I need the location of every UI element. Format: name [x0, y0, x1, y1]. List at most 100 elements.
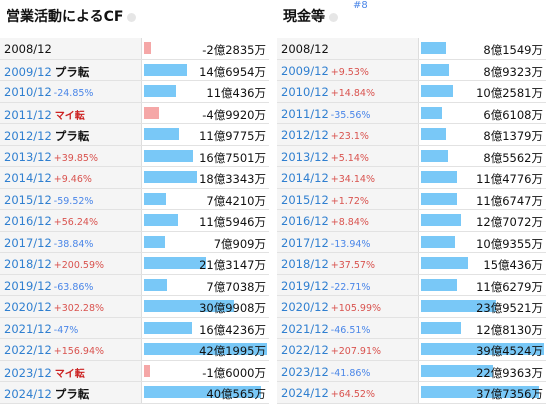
- amount-value: 10億2581万: [476, 86, 543, 100]
- value-bar: [421, 278, 458, 291]
- year-cell: 2014/12 +34.14%: [277, 167, 419, 188]
- table-row: 2020/12 +302.28% 30億9908万: [0, 296, 269, 318]
- turn-tag: マイ転: [54, 368, 85, 380]
- fiscal-year: 2010/12 -24.85%: [4, 85, 93, 99]
- amount-value: 8億5562万: [483, 150, 543, 165]
- circle-icon: [127, 12, 137, 22]
- year-cell: 2008/12: [277, 38, 419, 59]
- amount-value: 11億4776万: [476, 172, 543, 186]
- year-cell: 2011/12 マイ転: [0, 102, 142, 123]
- fiscal-year: 2016/12 +8.84%: [281, 214, 369, 228]
- year-label: 2020/12: [4, 300, 52, 314]
- negative-bar: [144, 106, 159, 119]
- amount-value: 11億9775万: [199, 129, 266, 143]
- amount-value: 14億6954万: [199, 64, 266, 79]
- value-bar: [421, 192, 458, 205]
- circle-icon: [329, 12, 338, 22]
- year-label: 2022/12: [4, 343, 52, 357]
- year-label: 2017/12: [4, 235, 52, 250]
- year-label: 2023/12: [4, 365, 52, 380]
- change-rate: -59.52%: [53, 195, 94, 207]
- year-cell: 2013/12 +5.14%: [277, 145, 419, 166]
- year-cell: 2019/12 -22.71%: [277, 274, 419, 295]
- table-row: 2017/12 -13.94% 10億9355万: [277, 231, 546, 253]
- year-cell: 2010/12 -24.85%: [0, 81, 142, 102]
- year-cell: 2023/12 -41.86%: [277, 360, 419, 381]
- year-cell: 2008/12: [0, 38, 142, 59]
- turn-tag: プラ転: [54, 129, 90, 143]
- operating-cf-panel: 営業活動によるCF 2008/12 -2億2835万 2009/12 プラ転 14億69…: [0, 0, 269, 404]
- table-row: 2022/12 +156.94% 42億1995万: [0, 339, 269, 361]
- value-bar: [144, 278, 167, 291]
- amount-value: 11億6747万: [476, 193, 543, 208]
- ref-link[interactable]: #8: [353, 0, 368, 11]
- change-rate: +14.84%: [330, 88, 375, 99]
- year-cell: 2021/12 -47%: [0, 317, 142, 338]
- amount-value: 40億565万: [206, 387, 266, 401]
- fiscal-year: 2017/12 -13.94%: [281, 236, 370, 250]
- table-row: 2023/12 マイ転 -1億6000万: [0, 360, 269, 382]
- data-rows: 2008/12 8億1549万 2009/12 +9.53% 8億9323万 2010/1…: [277, 38, 546, 404]
- table-row: 2021/12 -46.51% 12億8130万: [277, 317, 546, 339]
- value-bar: [144, 149, 193, 162]
- year-label: 2014/12: [281, 171, 329, 185]
- table-row: 2015/12 -59.52% 7億4210万: [0, 188, 269, 210]
- value-bar: [144, 128, 179, 140]
- table-row: 2008/12 8億1549万: [277, 38, 546, 60]
- year-cell: 2021/12 -46.51%: [277, 317, 419, 338]
- change-rate: +64.52%: [330, 389, 375, 400]
- table-row: 2012/12 +23.1% 8億1379万: [277, 124, 546, 146]
- amount-value: 7億909万: [213, 236, 266, 251]
- change-rate: +39.85%: [53, 152, 98, 164]
- table-row: 2014/12 +9.46% 18億3343万: [0, 167, 269, 189]
- amount-value: 30億9908万: [199, 301, 266, 315]
- value-bar: [421, 321, 461, 334]
- year-label: 2008/12: [4, 42, 52, 56]
- fiscal-year: 2015/12 +1.72%: [281, 193, 369, 207]
- year-cell: 2017/12 -38.84%: [0, 231, 142, 252]
- value-bar: [421, 364, 493, 377]
- change-rate: +302.28%: [53, 303, 105, 314]
- fiscal-year: 2012/12 プラ転: [4, 128, 89, 144]
- fiscal-year: 2010/12 +14.84%: [281, 85, 375, 99]
- table-row: 2013/12 +5.14% 8億5562万: [277, 145, 546, 167]
- amount-value: -1億6000万: [202, 365, 266, 380]
- amount-value: 16億7501万: [199, 150, 266, 165]
- table-row: 2020/12 +105.99% 23億9521万: [277, 296, 546, 318]
- year-label: 2019/12: [281, 278, 329, 293]
- value-bar: [421, 386, 539, 398]
- fiscal-year: 2016/12 +56.24%: [4, 214, 98, 228]
- change-rate: -63.86%: [53, 281, 94, 293]
- fiscal-year: 2023/12 マイ転: [4, 365, 85, 380]
- change-rate: +105.99%: [330, 303, 382, 314]
- change-rate: +9.46%: [53, 174, 92, 185]
- year-cell: 2022/12 +156.94%: [0, 339, 142, 360]
- year-cell: 2011/12 -35.56%: [277, 102, 419, 123]
- amount-value: 39億4524万: [476, 344, 543, 358]
- year-label: 2018/12: [281, 257, 329, 271]
- value-bar: [144, 300, 235, 312]
- change-rate: +56.24%: [53, 217, 98, 228]
- amount-value: 42億1995万: [199, 344, 266, 358]
- table-row: 2016/12 +8.84% 12億7072万: [277, 210, 546, 232]
- fiscal-year: 2014/12 +34.14%: [281, 171, 375, 185]
- value-bar: [144, 171, 198, 183]
- table-row: 2016/12 +56.24% 11億5946万: [0, 210, 269, 232]
- year-label: 2010/12: [4, 85, 52, 99]
- value-bar: [144, 63, 187, 76]
- table-row: 2022/12 +207.91% 39億4524万: [277, 339, 546, 361]
- change-rate: -46.51%: [330, 324, 371, 336]
- year-label: 2023/12: [281, 364, 329, 379]
- fiscal-year: 2011/12 -35.56%: [281, 107, 370, 121]
- fiscal-year: 2012/12 +23.1%: [281, 128, 369, 142]
- fiscal-year: 2009/12 プラ転: [4, 64, 89, 80]
- change-rate: +37.57%: [330, 260, 375, 271]
- change-rate: +9.53%: [330, 66, 369, 78]
- fiscal-year: 2019/12 -22.71%: [281, 279, 370, 293]
- panel-title: 現金等 #8: [283, 0, 368, 26]
- fiscal-year: 2020/12 +302.28%: [4, 300, 104, 314]
- turn-tag: マイ転: [54, 110, 85, 122]
- amount-value: 18億3343万: [199, 172, 266, 186]
- change-rate: +23.1%: [330, 131, 369, 142]
- year-label: 2017/12: [281, 235, 329, 250]
